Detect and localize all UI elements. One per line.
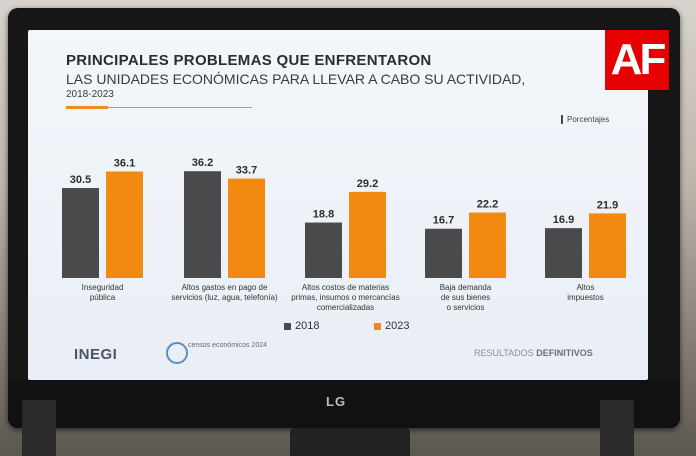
legend-item-2023: 2023 bbox=[374, 320, 409, 332]
data-label-2023-1: 33.7 bbox=[236, 165, 257, 177]
bar-2018-3 bbox=[425, 228, 462, 278]
category-label-4-0: Altos bbox=[577, 283, 595, 292]
monitor-bezel bbox=[8, 380, 680, 428]
bar-2018-4 bbox=[545, 228, 582, 278]
inegi-logo: INEGI bbox=[74, 346, 118, 363]
monitor-mount-left bbox=[22, 400, 56, 456]
monitor-mount-right bbox=[600, 400, 634, 456]
bar-2023-3 bbox=[469, 212, 506, 278]
legend-swatch-2018 bbox=[284, 322, 291, 330]
legend-label-2023: 2023 bbox=[385, 320, 410, 332]
category-label-0-0: Inseguridad bbox=[82, 283, 124, 292]
category-label-2-2: comercializadas bbox=[317, 303, 374, 312]
category-label-3-0: Baja demanda bbox=[440, 283, 492, 292]
category-label-2-1: primas, insumos o mercancías bbox=[291, 293, 399, 302]
data-label-2018-1: 36.2 bbox=[192, 157, 213, 169]
censos-logo-icon bbox=[166, 342, 188, 364]
category-label-2-0: Altos costos de materias bbox=[302, 283, 389, 292]
category-label-3-1: de sus bienes bbox=[441, 293, 490, 302]
bar-2023-0 bbox=[106, 171, 143, 278]
data-label-2023-3: 22.2 bbox=[477, 199, 498, 211]
bar-2018-1 bbox=[184, 171, 221, 278]
slide-screen: PRINCIPALES PROBLEMAS QUE ENFRENTARON LA… bbox=[28, 30, 648, 380]
category-label-1-1: servicios (luz, agua, telefonía) bbox=[171, 293, 278, 302]
category-label-0-1: pública bbox=[90, 293, 116, 302]
data-label-2018-2: 18.8 bbox=[313, 209, 334, 221]
data-label-2018-0: 30.5 bbox=[70, 174, 91, 186]
title-rule bbox=[108, 107, 252, 108]
bar-2023-2 bbox=[349, 191, 386, 278]
bar-2018-0 bbox=[62, 188, 99, 278]
data-label-2018-4: 16.9 bbox=[553, 214, 574, 226]
data-label-2023-4: 21.9 bbox=[597, 199, 618, 211]
af-watermark-logo: AF bbox=[605, 30, 669, 90]
censos-logo-text: censos económicos 2024 bbox=[188, 342, 267, 349]
category-label-1-0: Altos gastos en pago de bbox=[182, 283, 268, 292]
category-label-3-2: o servicios bbox=[447, 303, 485, 312]
title-accent-rule bbox=[66, 106, 108, 109]
legend-label-2018: 2018 bbox=[295, 320, 320, 332]
legend-swatch-2023 bbox=[374, 322, 381, 330]
results-label-a: RESULTADOS bbox=[474, 348, 534, 358]
data-label-2023-0: 36.1 bbox=[114, 158, 135, 170]
monitor-stand bbox=[290, 428, 410, 456]
bar-2023-4 bbox=[589, 213, 626, 278]
slide-title: PRINCIPALES PROBLEMAS QUE ENFRENTARON bbox=[66, 52, 432, 69]
slide-period: 2018-2023 bbox=[66, 89, 114, 100]
units-label: Porcentajes bbox=[561, 115, 609, 124]
bar-2018-2 bbox=[305, 222, 342, 278]
category-label-4-1: impuestos bbox=[567, 293, 603, 302]
monitor-brand-logo: LG bbox=[326, 394, 347, 409]
slide-subtitle: LAS UNIDADES ECONÓMICAS PARA LLEVAR A CA… bbox=[66, 71, 526, 87]
data-label-2018-3: 16.7 bbox=[433, 215, 454, 227]
results-label: RESULTADOS DEFINITIVOS bbox=[474, 348, 593, 358]
data-label-2023-2: 29.2 bbox=[357, 178, 378, 190]
results-label-b: DEFINITIVOS bbox=[536, 348, 593, 358]
legend-item-2018: 2018 bbox=[284, 320, 319, 332]
bar-2023-1 bbox=[228, 178, 265, 278]
